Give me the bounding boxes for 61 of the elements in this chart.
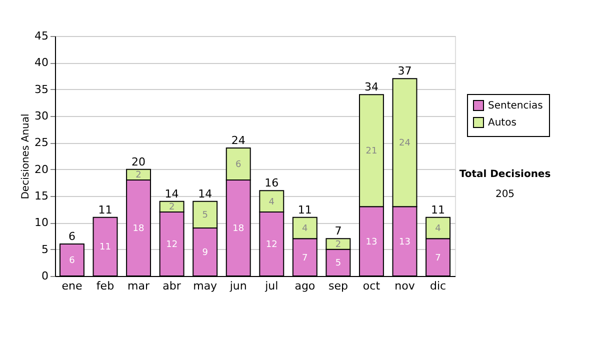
x-tick-label: ene	[62, 280, 82, 292]
x-tick-label: jul	[264, 280, 278, 292]
x-tick-label: ago	[294, 280, 316, 292]
x-tick-label: mar	[128, 280, 150, 292]
data-label: 7	[435, 253, 441, 264]
y-tick-label: 5	[42, 242, 48, 256]
y-tick-label: 35	[34, 82, 48, 96]
x-tick-label: sep	[328, 280, 348, 292]
x-tick-label: may	[193, 280, 218, 292]
total-label: 11	[431, 203, 446, 216]
data-label: 12	[166, 240, 178, 250]
total-label: 14	[198, 187, 212, 200]
legend-label: Autos	[488, 118, 516, 128]
x-tick-label: dic	[430, 280, 446, 292]
x-tick-label: nov	[394, 280, 416, 292]
data-label: 6	[69, 256, 76, 266]
x-tick-label: jun	[228, 280, 247, 292]
total-label: 11	[98, 203, 112, 216]
y-tick-label: 40	[34, 56, 48, 70]
data-label: 24	[399, 138, 411, 149]
x-tick-label: oct	[362, 280, 381, 292]
total-label: 37	[398, 64, 412, 78]
data-label: 7	[302, 253, 308, 264]
data-label: 6	[235, 160, 242, 170]
y-tick-label: 30	[34, 110, 48, 122]
y-axis-title: Decisiones Anual	[20, 114, 32, 200]
text: 205	[495, 189, 515, 200]
y-tick-label: 0	[42, 270, 48, 282]
total-label: 20	[132, 155, 146, 168]
y-tick-label: 45	[34, 30, 48, 42]
total-label: 11	[298, 203, 312, 216]
y-tick-label: 20	[34, 162, 48, 176]
data-label: 11	[100, 242, 111, 253]
data-label: 2	[168, 202, 175, 213]
data-label: 13	[366, 237, 378, 248]
total-label: 7	[334, 224, 342, 238]
data-label: 5	[335, 258, 342, 269]
total-label: 34	[364, 80, 378, 94]
data-label: 21	[366, 146, 378, 157]
data-label: 13	[399, 237, 410, 248]
total-label: 6	[68, 230, 76, 243]
legend-label: Sentencias	[488, 100, 543, 112]
data-label: 2	[335, 240, 342, 250]
data-label: 4	[302, 224, 308, 234]
x-tick-label: feb	[96, 280, 114, 292]
data-label: 12	[266, 240, 278, 250]
total-label: 24	[231, 134, 246, 147]
y-tick-label: 10	[34, 216, 48, 230]
data-label: 5	[202, 210, 208, 221]
total-label: 16	[264, 176, 279, 190]
data-label: 18	[132, 224, 145, 234]
y-tick-label: 25	[34, 136, 48, 150]
data-label: 9	[202, 248, 208, 258]
total-label: 14	[164, 187, 179, 200]
text: Total Decisiones	[459, 169, 551, 180]
data-label: 4	[435, 224, 442, 234]
data-label: 18	[232, 224, 244, 234]
data-label: 2	[136, 170, 142, 181]
y-tick-label: 15	[34, 190, 48, 202]
data-label: 4	[268, 197, 275, 208]
x-tick-label: abr	[162, 280, 182, 292]
